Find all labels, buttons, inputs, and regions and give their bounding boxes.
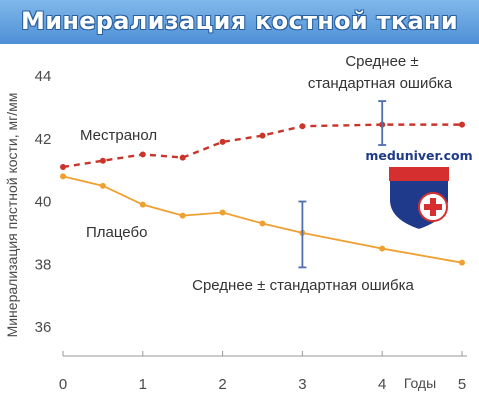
mestranol-data-point [219, 138, 226, 145]
mestranol-data-point [299, 123, 306, 130]
x-axis-label: Годы [404, 375, 436, 391]
annotation-sem-bottom: Среднее ± стандартная ошибка [192, 277, 414, 294]
x-tick-label: 5 [458, 376, 466, 393]
mestranol-data-point [259, 132, 266, 139]
y-tick-label: 40 [35, 194, 52, 211]
title-banner [0, 0, 479, 44]
mestranol-series-label: Местранол [80, 127, 157, 144]
x-tick-label: 1 [139, 376, 147, 393]
annotation-sem-top-line1: Среднее ± [345, 53, 418, 70]
y-tick-label: 42 [35, 131, 52, 148]
x-tick-label: 4 [378, 376, 386, 393]
y-tick-label: 38 [35, 256, 52, 273]
mestranol-data-point [459, 121, 465, 128]
placebo-data-point [139, 201, 146, 208]
placebo-data-point [99, 182, 106, 189]
x-tick-label: 2 [218, 376, 226, 393]
x-tick-label: 0 [59, 376, 67, 393]
mestranol-data-point [99, 157, 106, 164]
placebo-data-point [179, 212, 186, 219]
y-tick-label: 44 [35, 68, 52, 85]
mestranol-data-point [60, 163, 66, 170]
placebo-data-point [459, 259, 465, 266]
y-tick-label: 36 [35, 319, 52, 336]
placebo-data-point [259, 220, 266, 227]
watermark-text: meduniver.com [365, 148, 472, 163]
x-tick-label: 3 [298, 376, 306, 393]
placebo-data-point [60, 173, 66, 180]
logo-cross-horizontal-icon [424, 204, 442, 210]
y-axis-label: Минерализация пястной кости, мг/мм [4, 93, 20, 338]
mestranol-data-point [139, 151, 146, 158]
mestranol-series-line [62, 123, 462, 169]
mestranol-data-point [179, 154, 186, 161]
logo-shield-band-icon [389, 167, 449, 181]
chart-title: Минерализация костной ткани [21, 7, 458, 35]
annotation-sem-top-line2: стандартная ошибка [308, 75, 453, 92]
placebo-series-label: Плацебо [86, 224, 147, 241]
placebo-data-point [379, 245, 386, 252]
placebo-data-point [219, 209, 226, 216]
